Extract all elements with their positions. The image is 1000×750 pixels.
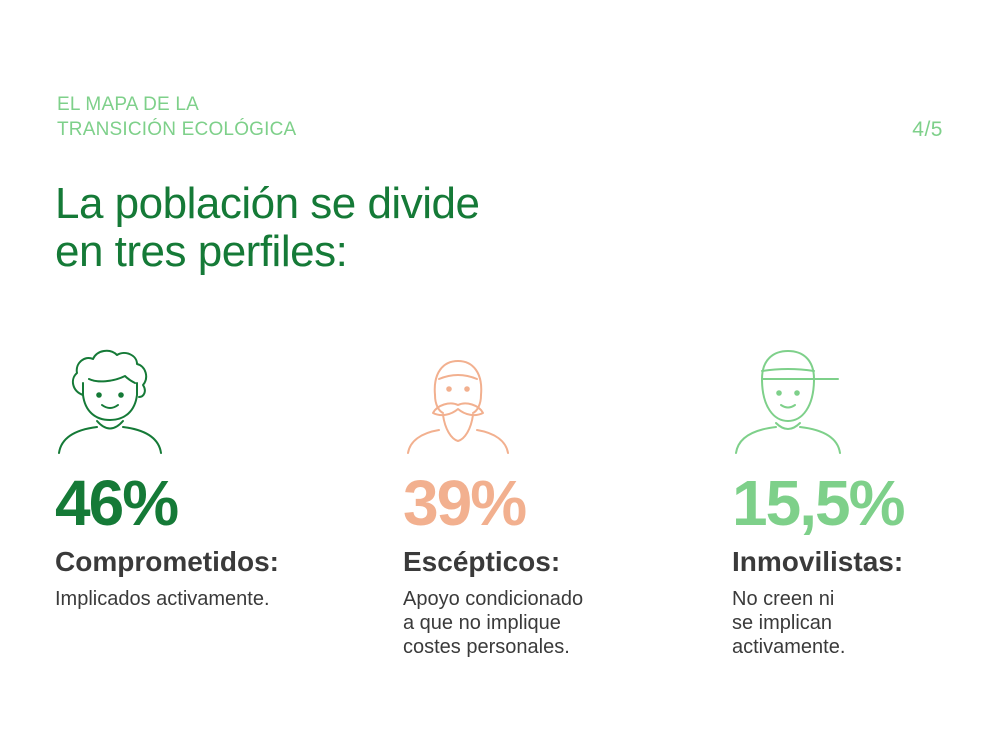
eyebrow-line-2: TRANSICIÓN ECOLÓGICA [57,119,297,140]
description-line: a que no implique [403,612,561,634]
profile-label: Comprometidos: [55,546,279,577]
percentage-value: 39% [403,467,527,539]
profile-label: Inmovilistas: [732,546,904,577]
description-line: costes personales. [403,636,570,658]
section-eyebrow: EL MAPA DE LA TRANSICIÓN ECOLÓGICA [57,92,296,142]
description-line: No creen ni [732,588,835,610]
profile-description: No creen ni se implican activamente. [732,587,1000,659]
page-indicator: 4/5 [912,118,943,141]
title-line-2: en tres perfiles: [55,227,348,276]
profile-escepticos: 39% Escépticos: Apoyo condicionado a que… [403,345,703,659]
eyebrow-line-1: EL MAPA DE LA [57,94,199,115]
person-cap-icon [732,345,1000,457]
description-line: Implicados activamente. [55,588,270,610]
person-curly-hair-icon [55,345,355,457]
description-line: Apoyo condicionado [403,588,584,610]
page-title: La población se divide en tres perfiles: [55,179,480,276]
percentage-value: 46% [55,467,179,539]
profile-inmovilistas: 15,5% Inmovilistas: No creen ni se impli… [732,345,1000,659]
title-line-1: La población se divide [55,179,480,228]
profile-comprometidos: 46% Comprometidos: Implicados activament… [55,345,355,611]
profile-description: Apoyo condicionado a que no implique cos… [403,587,703,659]
description-line: se implican [732,612,833,634]
person-beard-icon [403,345,703,457]
profile-label: Escépticos: [403,546,561,577]
description-line: activamente. [732,636,846,658]
percentage-value: 15,5% [732,467,905,539]
profile-description: Implicados activamente. [55,587,355,611]
